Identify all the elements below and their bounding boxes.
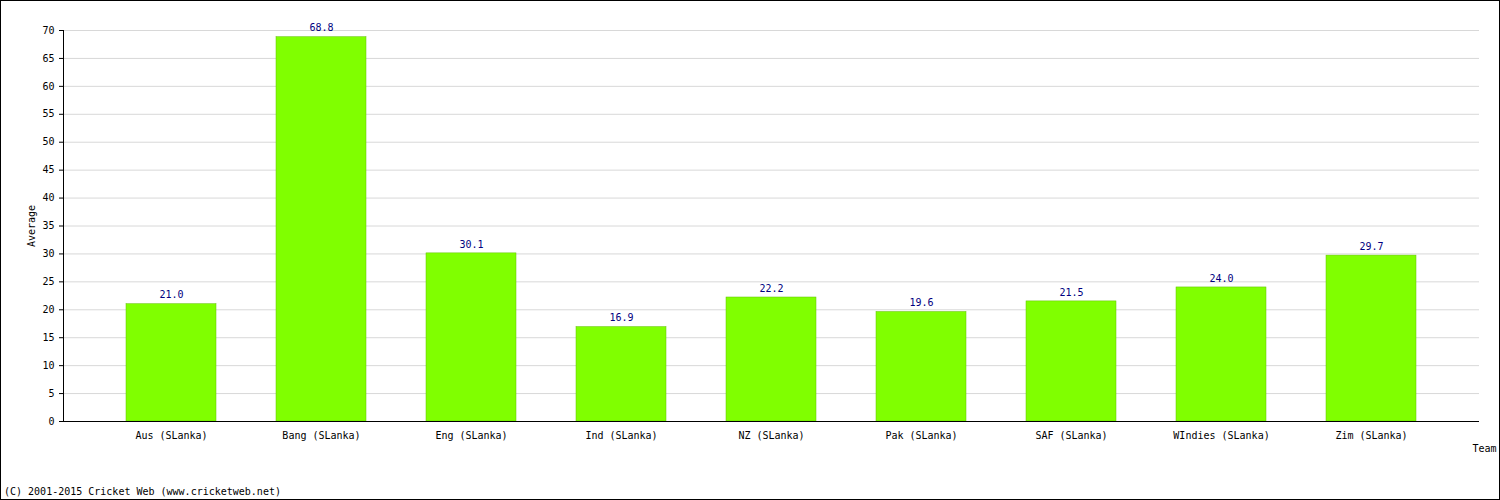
svg-text:35: 35 [42, 220, 54, 231]
svg-text:WIndies (SLanka): WIndies (SLanka) [1173, 430, 1269, 441]
html-text:(C) 2001-2015 Cricket Web (www: (C) 2001-2015 Cricket Web (www.cricketwe… [4, 486, 281, 497]
svg-text:Pak (SLanka): Pak (SLanka) [885, 430, 957, 441]
svg-text:65: 65 [42, 53, 54, 64]
svg-text:29.7: 29.7 [1359, 241, 1383, 252]
svg-text:10: 10 [42, 360, 54, 371]
svg-text:70: 70 [42, 25, 54, 36]
svg-text:60: 60 [42, 81, 54, 92]
svg-text:Zim (SLanka): Zim (SLanka) [1335, 430, 1407, 441]
svg-text:0: 0 [48, 416, 54, 427]
svg-text:25: 25 [42, 276, 54, 287]
svg-text:NZ (SLanka): NZ (SLanka) [738, 430, 804, 441]
svg-text:21.0: 21.0 [159, 289, 183, 300]
svg-text:Aus (SLanka): Aus (SLanka) [135, 430, 207, 441]
svg-text:21.5: 21.5 [1059, 287, 1083, 298]
svg-text:22.2: 22.2 [759, 283, 783, 294]
svg-text:45: 45 [42, 164, 54, 175]
svg-text:16.9: 16.9 [609, 312, 633, 323]
svg-text:50: 50 [42, 136, 54, 147]
svg-text:55: 55 [42, 108, 54, 119]
svg-text:19.6: 19.6 [909, 297, 933, 308]
svg-text:Team: Team [1472, 443, 1496, 454]
svg-text:30: 30 [42, 248, 54, 259]
svg-text:Bang (SLanka): Bang (SLanka) [282, 430, 360, 441]
svg-text:40: 40 [42, 192, 54, 203]
svg-text:24.0: 24.0 [1209, 273, 1233, 284]
svg-text:SAF (SLanka): SAF (SLanka) [1035, 430, 1107, 441]
svg-text:Ind (SLanka): Ind (SLanka) [585, 430, 657, 441]
svg-text:30.1: 30.1 [459, 239, 483, 250]
svg-text:15: 15 [42, 332, 54, 343]
svg-text:68.8: 68.8 [309, 22, 333, 33]
svg-text:20: 20 [42, 304, 54, 315]
svg-text:Eng (SLanka): Eng (SLanka) [435, 430, 507, 441]
svg-text:Average: Average [26, 205, 37, 247]
svg-text:5: 5 [48, 388, 54, 399]
